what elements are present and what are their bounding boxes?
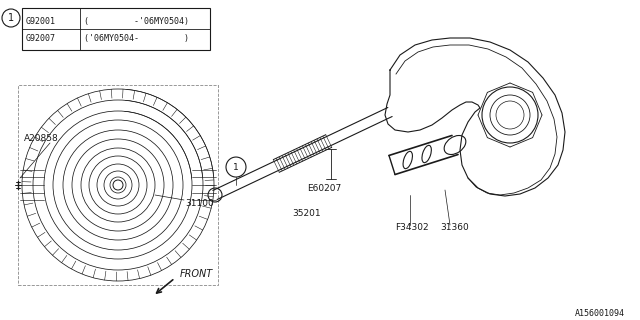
Text: ('06MY0504-         ): ('06MY0504- ) bbox=[84, 34, 189, 43]
Text: 1: 1 bbox=[233, 163, 239, 172]
Text: 1: 1 bbox=[8, 13, 14, 23]
Text: A20858: A20858 bbox=[24, 133, 59, 142]
Text: E60207: E60207 bbox=[307, 184, 342, 193]
Text: A156001094: A156001094 bbox=[575, 308, 625, 317]
Text: 31360: 31360 bbox=[440, 223, 468, 233]
Bar bbox=[18, 85, 218, 285]
Text: 35201: 35201 bbox=[292, 209, 321, 218]
Text: (         -'06MY0504): ( -'06MY0504) bbox=[84, 17, 189, 26]
Text: G92001: G92001 bbox=[26, 17, 56, 26]
Text: 31100: 31100 bbox=[185, 198, 214, 207]
Bar bbox=[22, 8, 210, 50]
Text: FRONT: FRONT bbox=[180, 269, 213, 279]
Text: G92007: G92007 bbox=[26, 34, 56, 43]
Text: F34302: F34302 bbox=[395, 223, 429, 233]
